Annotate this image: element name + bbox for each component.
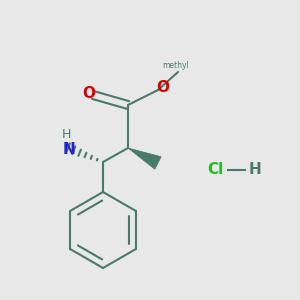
Text: H: H xyxy=(61,128,71,142)
Text: methyl: methyl xyxy=(163,61,189,70)
Text: O: O xyxy=(82,85,95,100)
Text: Cl: Cl xyxy=(207,163,223,178)
Text: N: N xyxy=(63,142,75,158)
Polygon shape xyxy=(128,148,161,169)
Text: O: O xyxy=(157,80,169,94)
Text: H: H xyxy=(249,163,261,178)
